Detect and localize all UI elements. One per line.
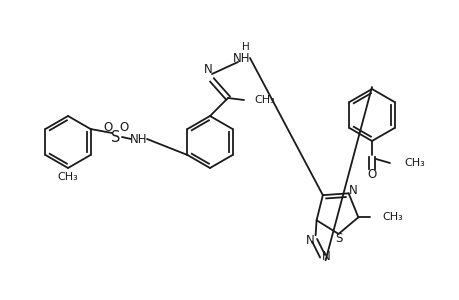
Text: H: H — [241, 42, 249, 52]
Text: S: S — [111, 130, 120, 145]
Text: NH: NH — [233, 52, 250, 64]
Text: N: N — [203, 63, 212, 76]
Text: O: O — [367, 167, 376, 181]
Text: S: S — [334, 232, 341, 245]
Text: O: O — [119, 121, 129, 134]
Text: CH₃: CH₃ — [253, 95, 274, 105]
Text: CH₃: CH₃ — [403, 158, 424, 168]
Text: N: N — [306, 234, 314, 247]
Text: O: O — [103, 121, 112, 134]
Text: NH: NH — [130, 133, 147, 146]
Text: CH₃: CH₃ — [57, 172, 78, 182]
Text: N: N — [348, 184, 357, 197]
Text: N: N — [321, 250, 330, 263]
Text: CH₃: CH₃ — [381, 212, 402, 222]
